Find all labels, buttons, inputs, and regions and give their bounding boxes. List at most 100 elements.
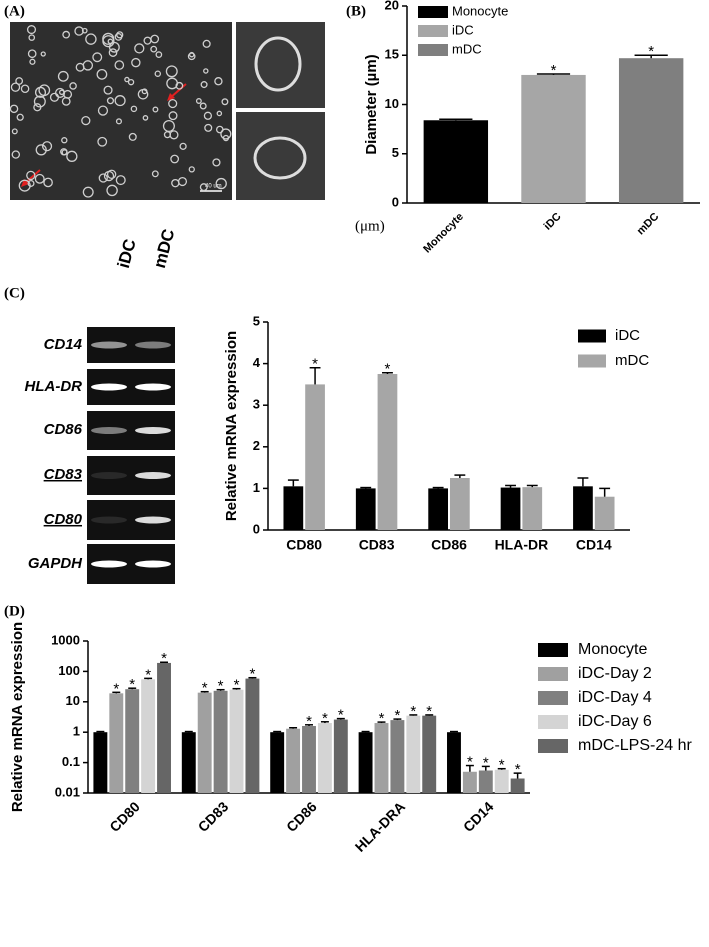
cell (116, 31, 124, 39)
cell (97, 105, 109, 116)
x-tick-label: CD83 (359, 537, 395, 553)
y-tick-label: 10 (385, 96, 399, 111)
cell (166, 77, 179, 90)
cell (41, 141, 53, 152)
cell (26, 170, 36, 181)
cell (204, 123, 213, 132)
legend-label: mDC-LPS-24 hr (578, 737, 692, 754)
y-tick-label: 20 (385, 0, 399, 12)
panel-label: (B) (346, 3, 366, 19)
arrow-head (21, 179, 29, 187)
cell (115, 118, 123, 125)
bar (450, 478, 470, 530)
gel-band (135, 341, 171, 349)
cell (62, 30, 71, 39)
gel-band (91, 341, 127, 349)
gene-label: HLA-DR (25, 378, 83, 395)
gel-band (91, 383, 127, 391)
bar (522, 487, 543, 530)
y-tick-label: 0 (253, 521, 260, 536)
bar (141, 679, 156, 793)
cell (199, 102, 207, 110)
gel-band (91, 472, 127, 479)
cell (114, 60, 125, 70)
legend-label: iDC (615, 327, 640, 344)
legend-swatch (578, 354, 606, 368)
y-tick-label: 0 (392, 194, 399, 209)
cell (165, 65, 178, 78)
cell (75, 62, 85, 72)
cell (222, 134, 230, 142)
cell (202, 39, 211, 48)
cell (220, 128, 232, 140)
bar (573, 486, 593, 530)
cell (85, 33, 97, 45)
cell (69, 82, 77, 90)
gel-band (135, 383, 171, 391)
cell (254, 36, 302, 92)
significance-marker: * (551, 62, 557, 79)
cell (43, 177, 53, 188)
x-tick-label: Monocyte (421, 211, 466, 256)
cell (212, 158, 221, 167)
significance-marker: * (483, 754, 489, 771)
cell (134, 43, 145, 54)
y-tick-label: 1000 (51, 632, 80, 647)
legend-swatch (538, 667, 568, 681)
bar (390, 720, 405, 793)
cell (162, 119, 175, 133)
x-tick-label: CD80 (286, 537, 322, 553)
arrow-head (167, 93, 175, 101)
bar (462, 771, 477, 793)
bar (197, 692, 212, 793)
x-tick-label: CD86 (283, 798, 320, 835)
bar (157, 662, 171, 793)
x-tick-label: HLA-DRA (352, 798, 408, 854)
cell (200, 81, 208, 89)
cell (187, 52, 196, 61)
y-tick-label: 5 (253, 313, 260, 328)
panel-label: (A) (4, 3, 25, 19)
panel-label: (C) (4, 285, 25, 301)
cell (33, 95, 46, 108)
gel-band (135, 560, 171, 568)
legend-label: Monocyte (452, 3, 508, 18)
y-tick-label: 4 (253, 355, 261, 370)
cell (199, 183, 208, 192)
significance-marker: * (648, 43, 654, 60)
cell (214, 77, 223, 86)
cell (20, 84, 30, 94)
cell (63, 89, 73, 99)
bar (181, 732, 196, 793)
bar (358, 732, 373, 793)
micrograph-main (10, 22, 232, 200)
bar (229, 689, 244, 793)
gene-label: CD80 (44, 511, 83, 528)
bar (594, 496, 615, 530)
cell (168, 98, 178, 109)
significance-marker: * (379, 710, 385, 727)
cell (141, 88, 148, 95)
x-tick-label: CD80 (106, 798, 143, 835)
cell (40, 51, 46, 57)
cell (128, 132, 137, 141)
cell (103, 170, 115, 182)
micrograph-inset (236, 22, 325, 108)
bar (270, 732, 285, 793)
cell (66, 150, 78, 162)
significance-marker: * (515, 761, 521, 778)
significance-marker: * (410, 703, 416, 720)
significance-marker: * (306, 713, 312, 730)
significance-marker: * (145, 666, 151, 683)
legend-swatch (578, 329, 606, 343)
x-tick-label: CD14 (460, 798, 497, 835)
cell (10, 82, 21, 92)
cell (130, 105, 138, 113)
cell (115, 175, 126, 186)
bar (521, 74, 586, 203)
cell (9, 104, 19, 114)
cell (151, 170, 159, 178)
cell (102, 32, 115, 45)
cell (131, 57, 141, 68)
